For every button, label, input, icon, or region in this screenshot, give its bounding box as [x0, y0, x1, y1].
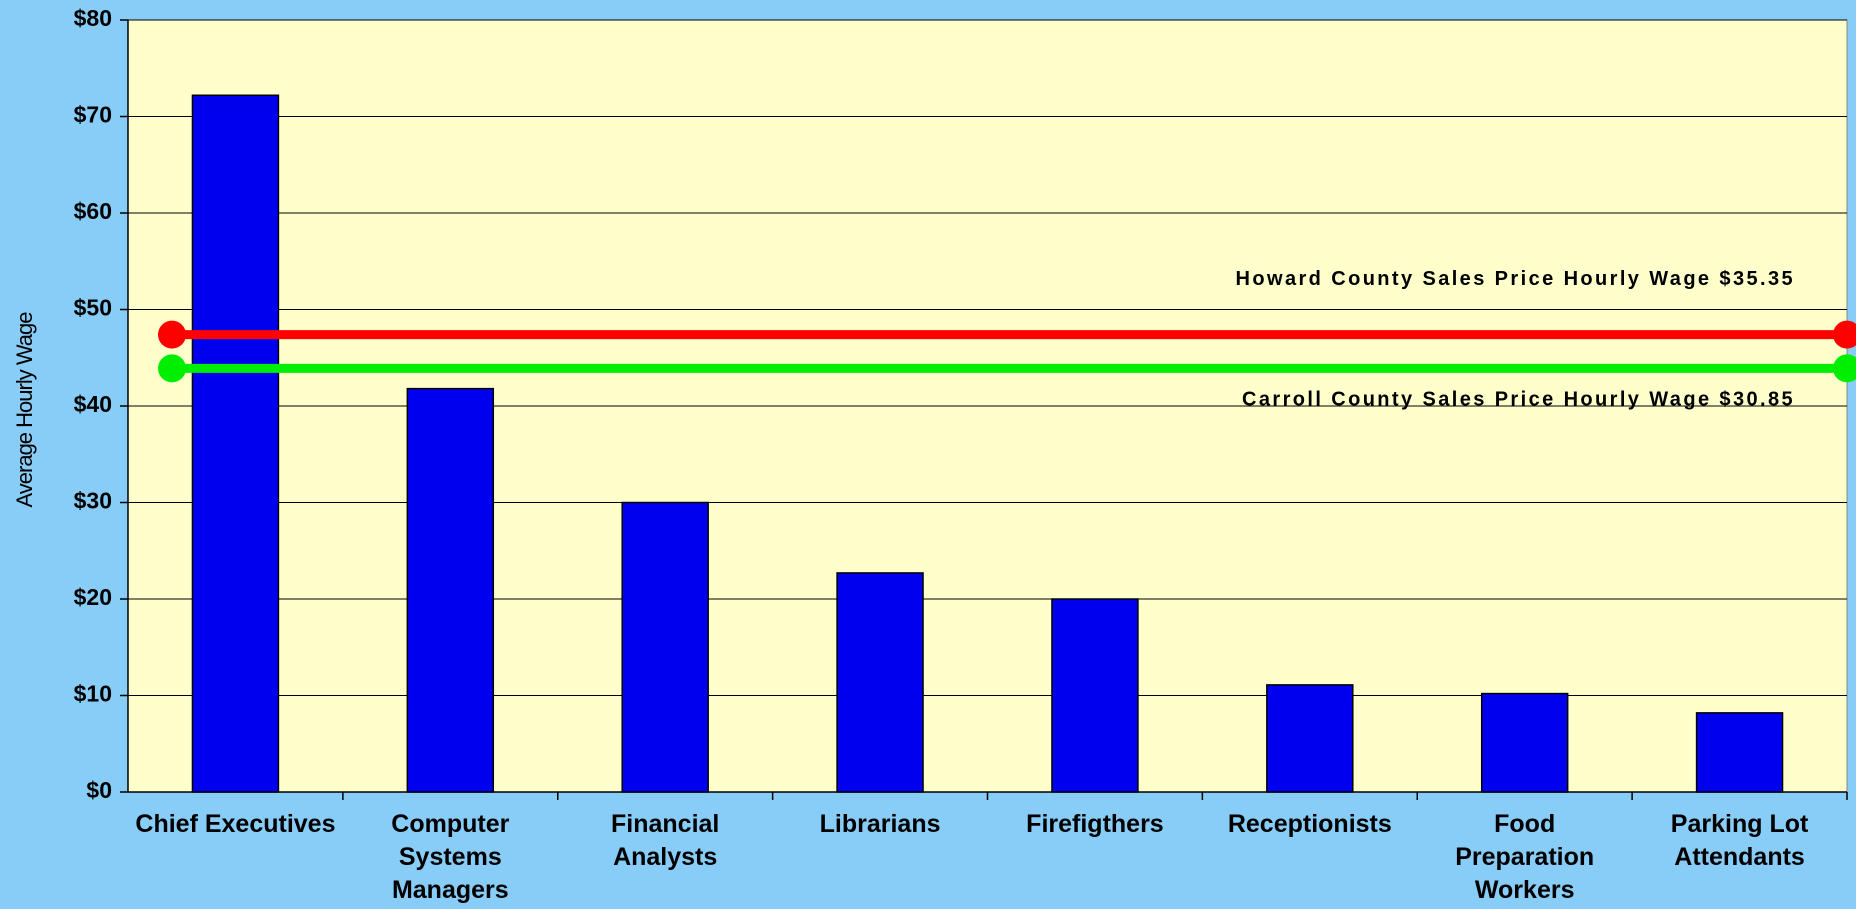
y-tick-label: $40: [74, 391, 112, 417]
y-tick-label: $60: [74, 198, 112, 224]
y-tick-label: $80: [74, 5, 112, 31]
bar: [406, 387, 495, 793]
y-tick-label: $30: [74, 488, 112, 514]
y-tick-label: $20: [74, 584, 112, 610]
bar: [1266, 684, 1354, 793]
reference-label: Howard County Sales Price Hourly Wage $3…: [1236, 268, 1795, 290]
x-tick-label: Librarians: [819, 810, 941, 838]
x-tick-label: Receptionists: [1227, 810, 1392, 838]
y-tick-label: $50: [74, 295, 112, 321]
y-tick-label: $10: [74, 681, 112, 707]
bar: [191, 94, 280, 793]
x-tick-label: Financial Analysts: [611, 810, 720, 871]
reference-marker: [158, 354, 186, 383]
bar: [621, 501, 709, 793]
reference-marker: [1833, 320, 1856, 349]
y-tick-label: $0: [86, 777, 112, 803]
y-axis-label: Average Hourly Wage: [12, 312, 37, 508]
x-tick-label: Food Preparation Workers: [1455, 810, 1595, 904]
x-tick-label: Firefigthers: [1026, 810, 1164, 838]
y-tick-label: $70: [74, 102, 112, 128]
bar: [836, 572, 924, 793]
reference-marker: [158, 320, 186, 349]
x-tick-label: Computer Systems Managers: [391, 810, 510, 904]
reference-marker: [1833, 354, 1856, 383]
bar: [1051, 598, 1139, 793]
reference-label: Carroll County Sales Price Hourly Wage $…: [1242, 389, 1795, 411]
bar: [1480, 692, 1569, 793]
bar: [1695, 712, 1784, 793]
x-tick-label: Parking Lot Attendants: [1670, 810, 1809, 871]
x-tick-label: Chief Executives: [135, 810, 336, 838]
